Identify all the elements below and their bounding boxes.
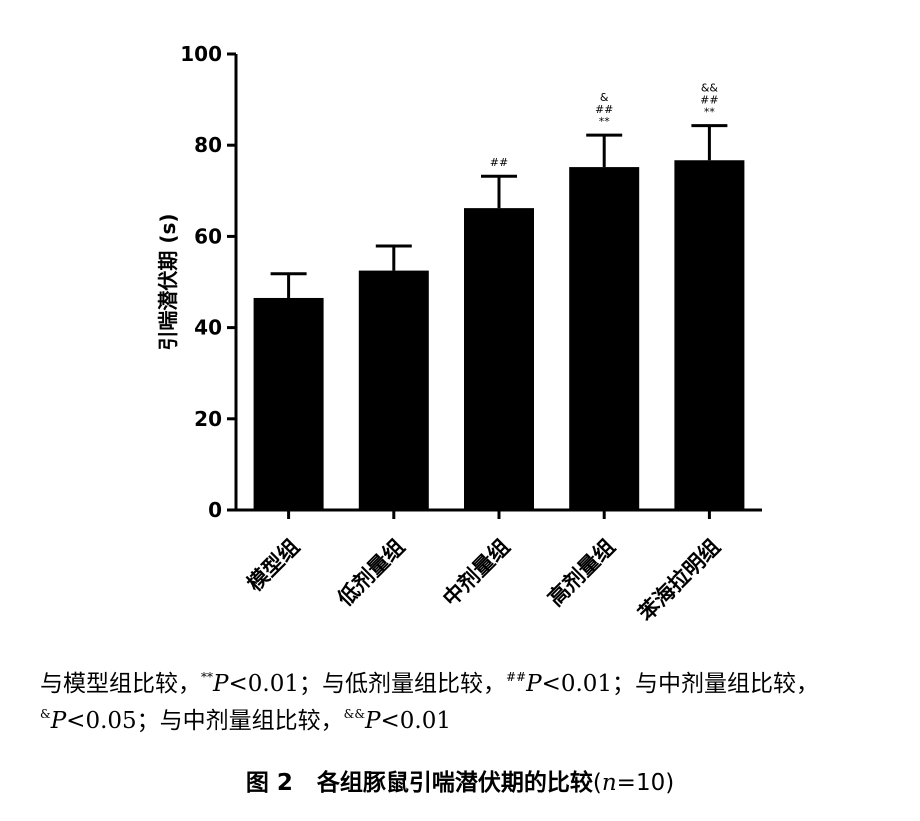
bar [569, 167, 640, 510]
significance-mark: ## [595, 103, 613, 116]
significance-mark: ## [490, 156, 508, 169]
significance-mark: ** [704, 106, 716, 119]
footnote-segment: 与模型组比较， [40, 671, 201, 697]
footnote-segment: 与中剂量组比较， [635, 671, 820, 697]
p-value-note: ##P<0.01； [506, 671, 635, 697]
x-tick-label: 苯海拉明组 [633, 535, 725, 627]
y-tick-label: 100 [180, 42, 222, 66]
figure-caption: 图 2 各组豚鼠引喘潜伏期的比较(n=10) [0, 763, 920, 797]
footnote-segment: 与低剂量组比较， [321, 671, 506, 697]
x-tick-label: 低剂量组 [332, 535, 409, 612]
chart-footnote: 与模型组比较，**P<0.01；与低剂量组比较，##P<0.01；与中剂量组比较… [40, 666, 900, 740]
significance-mark: && [343, 707, 366, 721]
p-letter: P [213, 671, 229, 697]
p-value: <0.05； [66, 708, 160, 734]
significance-mark: & [40, 707, 51, 721]
x-tick-label: 高剂量组 [543, 535, 619, 611]
bar [464, 208, 534, 511]
p-value-note: &P<0.05； [40, 708, 160, 734]
significance-mark: ## [700, 94, 718, 107]
p-letter: P [365, 708, 381, 734]
figure-title: 各组豚鼠引喘潜伏期的比较 [316, 770, 593, 796]
x-axis: 模型组 低剂量组 中剂量组 高剂量组 苯海拉明组 [236, 508, 762, 627]
y-tick-label: 40 [194, 316, 222, 340]
y-tick-label: 20 [194, 407, 222, 431]
p-value-note: &&P<0.01 [344, 708, 451, 734]
y-axis: 0 20 40 60 80 100 [180, 42, 238, 522]
x-tick-label: 模型组 [243, 535, 305, 597]
p-letter: P [50, 708, 67, 734]
sample-size-value: =10) [616, 770, 675, 796]
bar [674, 160, 745, 511]
bars: ##&##**&&##** [253, 82, 745, 511]
p-value: <0.01； [228, 671, 322, 697]
x-tick-label: 中剂量组 [438, 535, 514, 611]
p-value-note: **P<0.01； [201, 671, 322, 697]
significance-mark: & [600, 91, 609, 104]
footnote-segment: 与中剂量组比较， [159, 708, 344, 734]
p-value: <0.01； [541, 671, 636, 697]
y-tick-label: 80 [194, 133, 222, 157]
y-tick-label: 0 [208, 498, 222, 522]
p-letter: P [526, 671, 542, 697]
figure-number: 图 2 [245, 770, 293, 796]
p-value: <0.01 [380, 708, 451, 734]
bar [358, 270, 429, 510]
caption-paren-open: ( [592, 770, 602, 796]
significance-mark: && [701, 82, 719, 95]
sample-size-variable: n [601, 770, 617, 796]
significance-mark: ** [201, 670, 213, 684]
y-axis-label: 引喘潜伏期 (s) [156, 213, 180, 350]
y-tick-label: 60 [194, 224, 222, 248]
bar [253, 297, 324, 510]
significance-mark: ** [599, 115, 611, 128]
significance-mark: ## [505, 670, 527, 684]
